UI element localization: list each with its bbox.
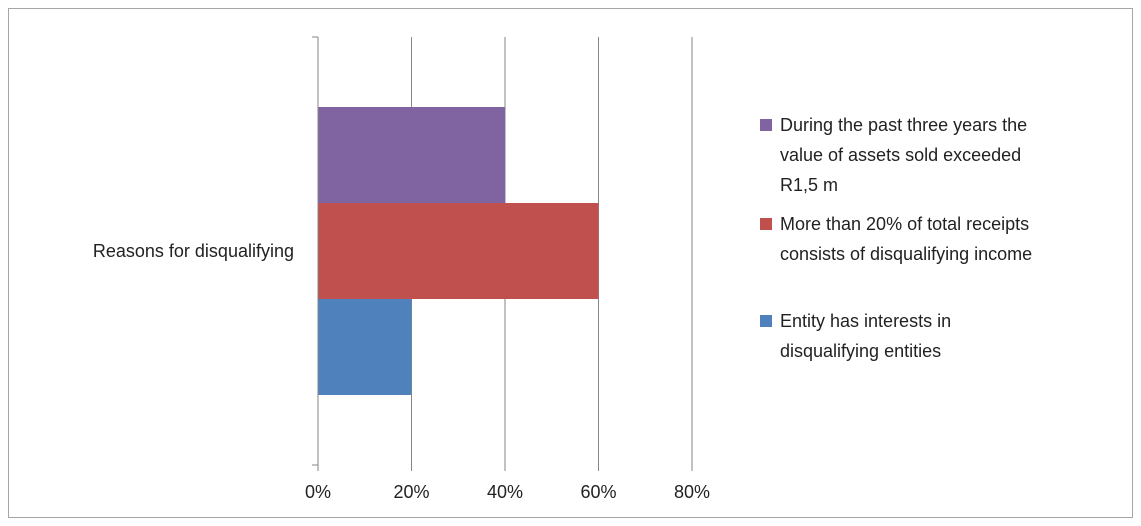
legend-swatch: [760, 119, 772, 131]
bar-2: [318, 203, 599, 299]
legend-item: More than 20% of total receipts consists …: [760, 214, 1032, 264]
category-label: Reasons for disqualifying: [93, 241, 294, 261]
x-tick-label: 20%: [393, 482, 429, 502]
legend-item: Entity has interests in disqualifying ent…: [760, 311, 951, 361]
x-tick-label: 40%: [487, 482, 523, 502]
bar-1: [318, 299, 412, 395]
legend: During the past three years the value of …: [760, 115, 1032, 361]
legend-label: During the past three years the value of …: [780, 115, 1027, 195]
x-tick-label: 0%: [305, 482, 331, 502]
legend-label: Entity has interests in disqualifying ent…: [780, 311, 951, 361]
x-tick-label: 80%: [674, 482, 710, 502]
legend-item: During the past three years the value of …: [760, 115, 1027, 195]
legend-swatch: [760, 315, 772, 327]
bars: [318, 107, 599, 395]
bar-3: [318, 107, 505, 203]
axes: 0% 20% 40% 60% 80% Reasons for disqualifying: [93, 36, 710, 502]
legend-swatch: [760, 218, 772, 230]
x-tick-label: 60%: [580, 482, 616, 502]
legend-label: More than 20% of total receipts consists …: [780, 214, 1032, 264]
